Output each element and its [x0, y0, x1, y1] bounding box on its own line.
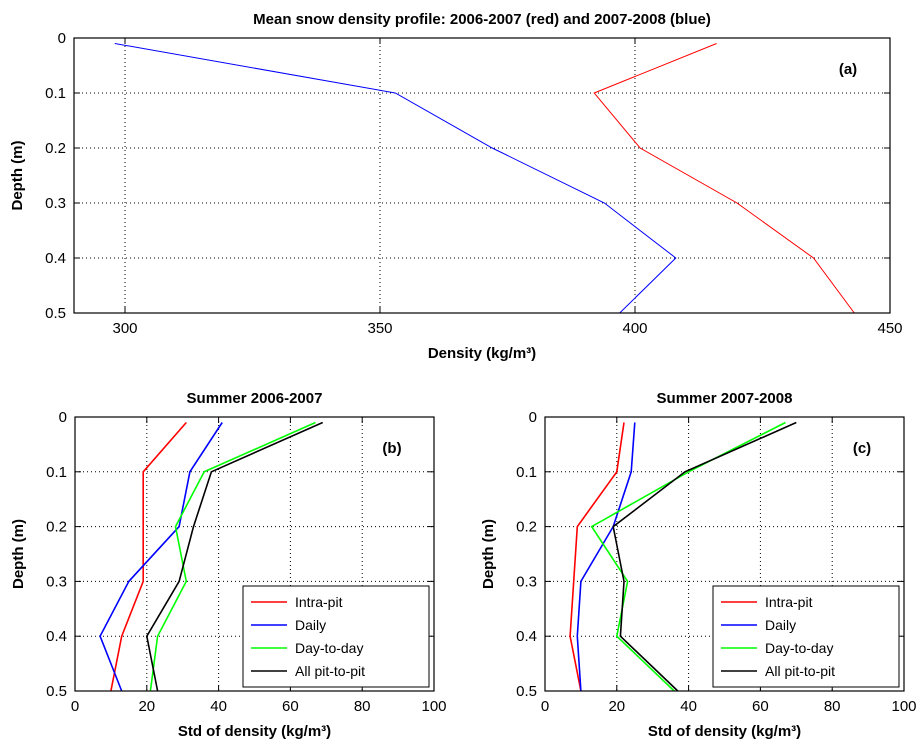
- y-tick-label: 0.2: [46, 519, 67, 536]
- series-line-all-pit-to-pit: [145, 421, 324, 692]
- legend-box: [712, 585, 900, 688]
- y-tick-label: 0.5: [516, 683, 537, 700]
- x-tick-label: 20: [608, 698, 625, 715]
- y-tick-label: 0.4: [45, 250, 66, 267]
- x-tick-label: 400: [622, 320, 647, 337]
- x-tick-label: 0: [71, 698, 79, 715]
- x-tick-label: 100: [421, 698, 446, 715]
- series-line-all-pit-to-pit: [612, 421, 797, 692]
- y-tick-label: 0: [529, 409, 537, 426]
- chart-title: Summer 2007-2008: [657, 390, 793, 407]
- legend-label: All pit-to-pit: [295, 663, 365, 679]
- series-line-day-to-day: [149, 421, 316, 692]
- y-tick-label: 0.3: [516, 573, 537, 590]
- x-tick-label: 80: [354, 698, 371, 715]
- x-tick-label: 20: [138, 698, 155, 715]
- chart-panel-c: 0 20 40 60 80 100 0 0.1 0.2 0.3 0.4 0.5 Summer 2007-…: [480, 390, 917, 740]
- x-tick-label: 40: [680, 698, 697, 715]
- y-axis-label: Depth (m): [480, 519, 497, 589]
- y-tick-label: 0.4: [516, 628, 537, 645]
- legend: Intra-pit Daily Day-to-day All pit-to-pit: [712, 585, 900, 688]
- legend-label: Daily: [765, 617, 796, 633]
- legend-label: Day-to-day: [295, 640, 363, 656]
- axes-frame: [544, 416, 905, 692]
- chart-title: Summer 2006-2007: [187, 390, 323, 407]
- x-tick-label: 450: [877, 320, 902, 337]
- x-tick-label: 350: [367, 320, 392, 337]
- chart-panel-b: 0 20 40 60 80 100 0 0.1 0.2 0.3 0.4 0.5 Summer 2006-…: [10, 390, 447, 740]
- y-tick-label: 0.2: [45, 140, 66, 157]
- series-line-s1: [114, 43, 677, 314]
- series-line-intra-pit: [110, 421, 187, 692]
- chart-panel-a: 300 350 400 450 0 0.1 0.2 0.3 0.4 0.5 Mean snow de…: [9, 11, 903, 362]
- y-tick-label: 0: [58, 30, 66, 47]
- x-tick-label: 60: [752, 698, 769, 715]
- x-tick-label: 300: [112, 320, 137, 337]
- y-tick-label: 0.5: [46, 683, 67, 700]
- legend: Intra-pit Daily Day-to-day All pit-to-pit: [242, 585, 430, 688]
- series-line-intra-pit: [569, 422, 625, 692]
- series-line-daily: [576, 422, 636, 692]
- series-line-s0: [593, 43, 855, 314]
- y-axis-label: Depth (m): [9, 141, 26, 211]
- y-tick-label: 0.3: [45, 195, 66, 212]
- legend-label: Intra-pit: [295, 594, 343, 610]
- legend-label: Daily: [295, 617, 326, 633]
- y-axis-label: Depth (m): [10, 519, 27, 589]
- axes-frame: [73, 37, 891, 314]
- panel-label: (c): [853, 440, 871, 457]
- legend-label: Day-to-day: [765, 640, 833, 656]
- panel-label: (b): [382, 440, 401, 457]
- series-line-daily: [99, 422, 223, 692]
- x-tick-label: 80: [824, 698, 841, 715]
- y-tick-label: 0.5: [45, 305, 66, 322]
- y-tick-label: 0.1: [45, 85, 66, 102]
- x-tick-label: 40: [210, 698, 227, 715]
- y-tick-label: 0.1: [516, 464, 537, 481]
- chart-title: Mean snow density profile: 2006-2007 (re…: [253, 11, 711, 28]
- y-tick-label: 0.4: [46, 628, 67, 645]
- x-axis-label: Density (kg/m³): [428, 345, 536, 362]
- panel-label: (a): [839, 61, 857, 78]
- legend-box: [242, 585, 430, 688]
- x-axis-label: Std of density (kg/m³): [648, 723, 801, 740]
- y-tick-label: 0.1: [46, 464, 67, 481]
- legend-label: All pit-to-pit: [765, 663, 835, 679]
- y-tick-label: 0: [59, 409, 67, 426]
- y-tick-label: 0.3: [46, 573, 67, 590]
- legend-label: Intra-pit: [765, 594, 813, 610]
- y-tick-label: 0.2: [516, 519, 537, 536]
- x-axis-label: Std of density (kg/m³): [178, 723, 331, 740]
- axes-frame: [74, 416, 435, 692]
- x-tick-label: 60: [282, 698, 299, 715]
- x-tick-label: 100: [891, 698, 916, 715]
- x-tick-label: 0: [541, 698, 549, 715]
